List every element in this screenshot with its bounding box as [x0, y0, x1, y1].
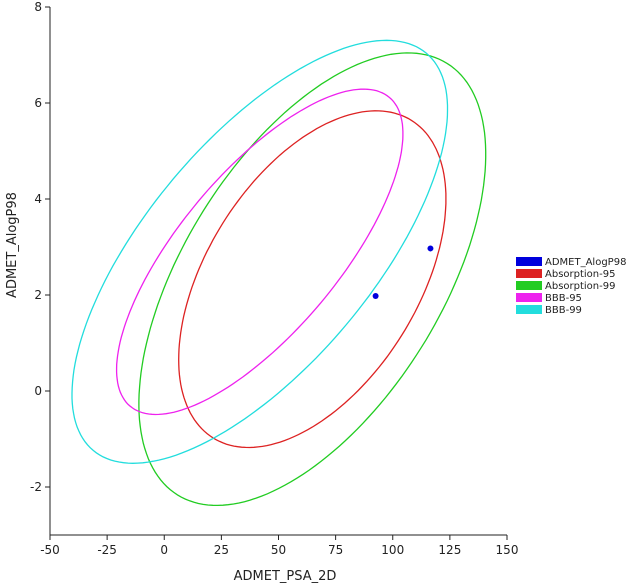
ellipse-absorption-99 [138, 52, 487, 507]
x-tick-label: 150 [496, 543, 519, 557]
y-tick-label: 8 [34, 0, 42, 14]
y-axis-title: ADMET_AlogP98 [5, 192, 20, 298]
legend-label: Absorption-99 [545, 281, 615, 292]
legend-swatch [516, 269, 542, 278]
x-tick-label: 50 [271, 543, 286, 557]
y-tick-label: 2 [34, 288, 42, 302]
legend-swatch [516, 281, 542, 290]
legend-swatch [516, 293, 542, 302]
ellipse-bbb-99 [71, 39, 449, 464]
x-tick-label: 100 [381, 543, 404, 557]
legend-label: ADMET_AlogP98 [545, 257, 626, 268]
x-tick-label: -50 [40, 543, 60, 557]
legend-swatch [516, 305, 542, 314]
legend-label: BBB-95 [545, 293, 582, 304]
legend-label: Absorption-95 [545, 269, 615, 280]
ellipse-absorption-95 [178, 110, 447, 449]
y-tick-label: 0 [34, 384, 42, 398]
legend-swatch [516, 257, 542, 266]
y-tick-label: 4 [34, 192, 42, 206]
x-tick-label: 75 [328, 543, 343, 557]
x-tick-label: 125 [438, 543, 461, 557]
axes: -50 -25 0 25 50 75 100 125 150 -2 0 2 4 6 8 ADMET_PSA_2… [5, 0, 518, 584]
legend: ADMET_AlogP98Absorption-95Absorption-99B… [516, 257, 626, 316]
legend-label: BBB-99 [545, 305, 582, 316]
data-point [427, 245, 434, 252]
data-point [372, 292, 379, 299]
ellipse-bbb-95 [115, 88, 404, 416]
x-tick-label: 25 [214, 543, 229, 557]
y-tick-label: 6 [34, 96, 42, 110]
x-tick-label: -25 [97, 543, 117, 557]
x-axis-title: ADMET_PSA_2D [234, 569, 337, 584]
y-tick-label: -2 [30, 480, 42, 494]
plot-area [71, 39, 487, 507]
x-tick-label: 0 [160, 543, 168, 557]
